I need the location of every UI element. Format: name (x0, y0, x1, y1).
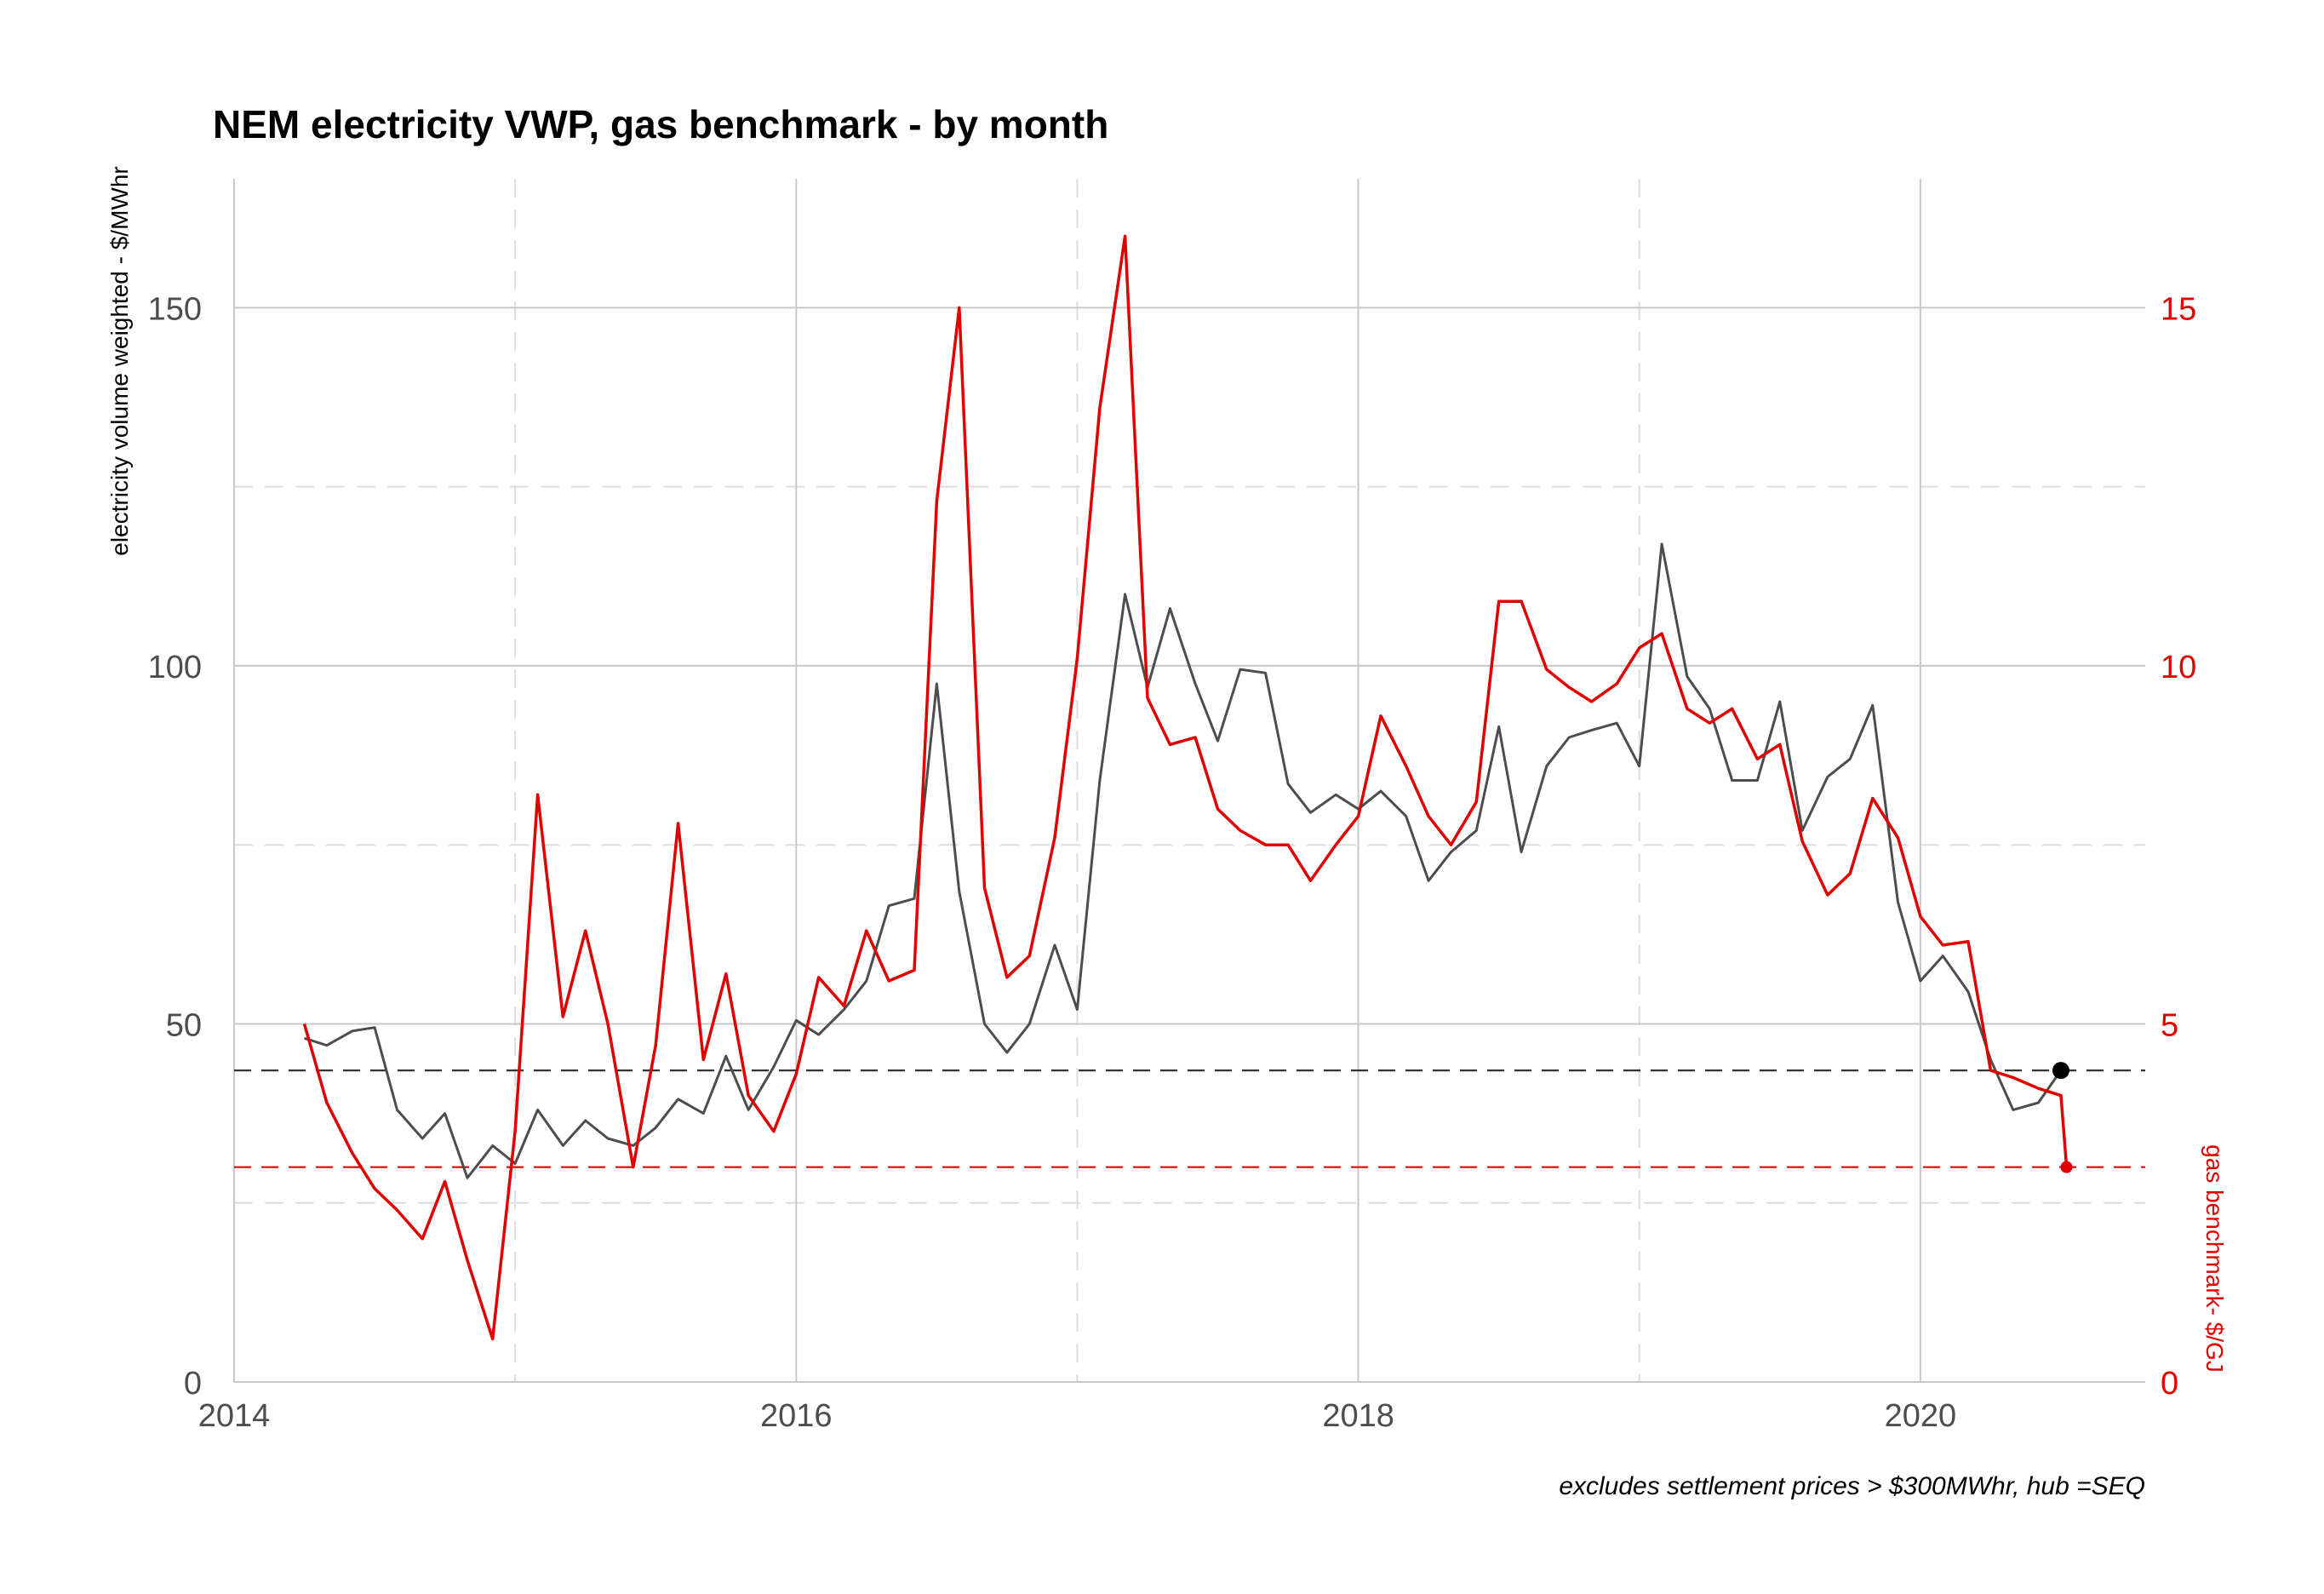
chart-caption: excludes settlement prices > $300MWhr, h… (1559, 1472, 2145, 1500)
x-tick-label: 2020 (1885, 1398, 1957, 1434)
right-y-tick-label: 10 (2161, 650, 2196, 685)
right-axis-ticks: 0 5 10 15 (2161, 291, 2196, 1402)
minor-gridlines (234, 179, 2145, 1382)
right-y-tick-label: 5 (2161, 1007, 2178, 1043)
right-axis-label: gas benchmark- $/GJ (2201, 1144, 2228, 1373)
left-y-tick-label: 0 (184, 1366, 202, 1402)
left-y-tick-label: 50 (166, 1007, 202, 1043)
end-points (2052, 1062, 2073, 1173)
series-line-right (302, 234, 2069, 1341)
reference-lines (234, 1069, 2145, 1168)
x-axis-ticks: 2014 2016 2018 2020 (198, 1398, 1956, 1434)
chart-title: NEM electricity VWP, gas benchmark - by … (213, 102, 1108, 146)
end-point-left (2052, 1062, 2069, 1080)
left-y-tick-label: 150 (148, 291, 202, 327)
series-lines (302, 234, 2069, 1341)
left-axis-label: electricity volume weighted - $/MWhr (106, 166, 133, 555)
x-tick-label: 2016 (760, 1398, 833, 1434)
major-gridlines (233, 179, 2145, 1383)
end-point-right (2060, 1161, 2073, 1173)
series-line-left (304, 542, 2063, 1179)
left-y-tick-label: 100 (148, 650, 202, 685)
left-axis-ticks: 0 50 100 150 (148, 291, 202, 1402)
right-y-tick-label: 15 (2161, 291, 2196, 327)
x-tick-label: 2018 (1322, 1398, 1394, 1434)
right-y-tick-label: 0 (2161, 1366, 2178, 1402)
x-tick-label: 2014 (198, 1398, 271, 1434)
